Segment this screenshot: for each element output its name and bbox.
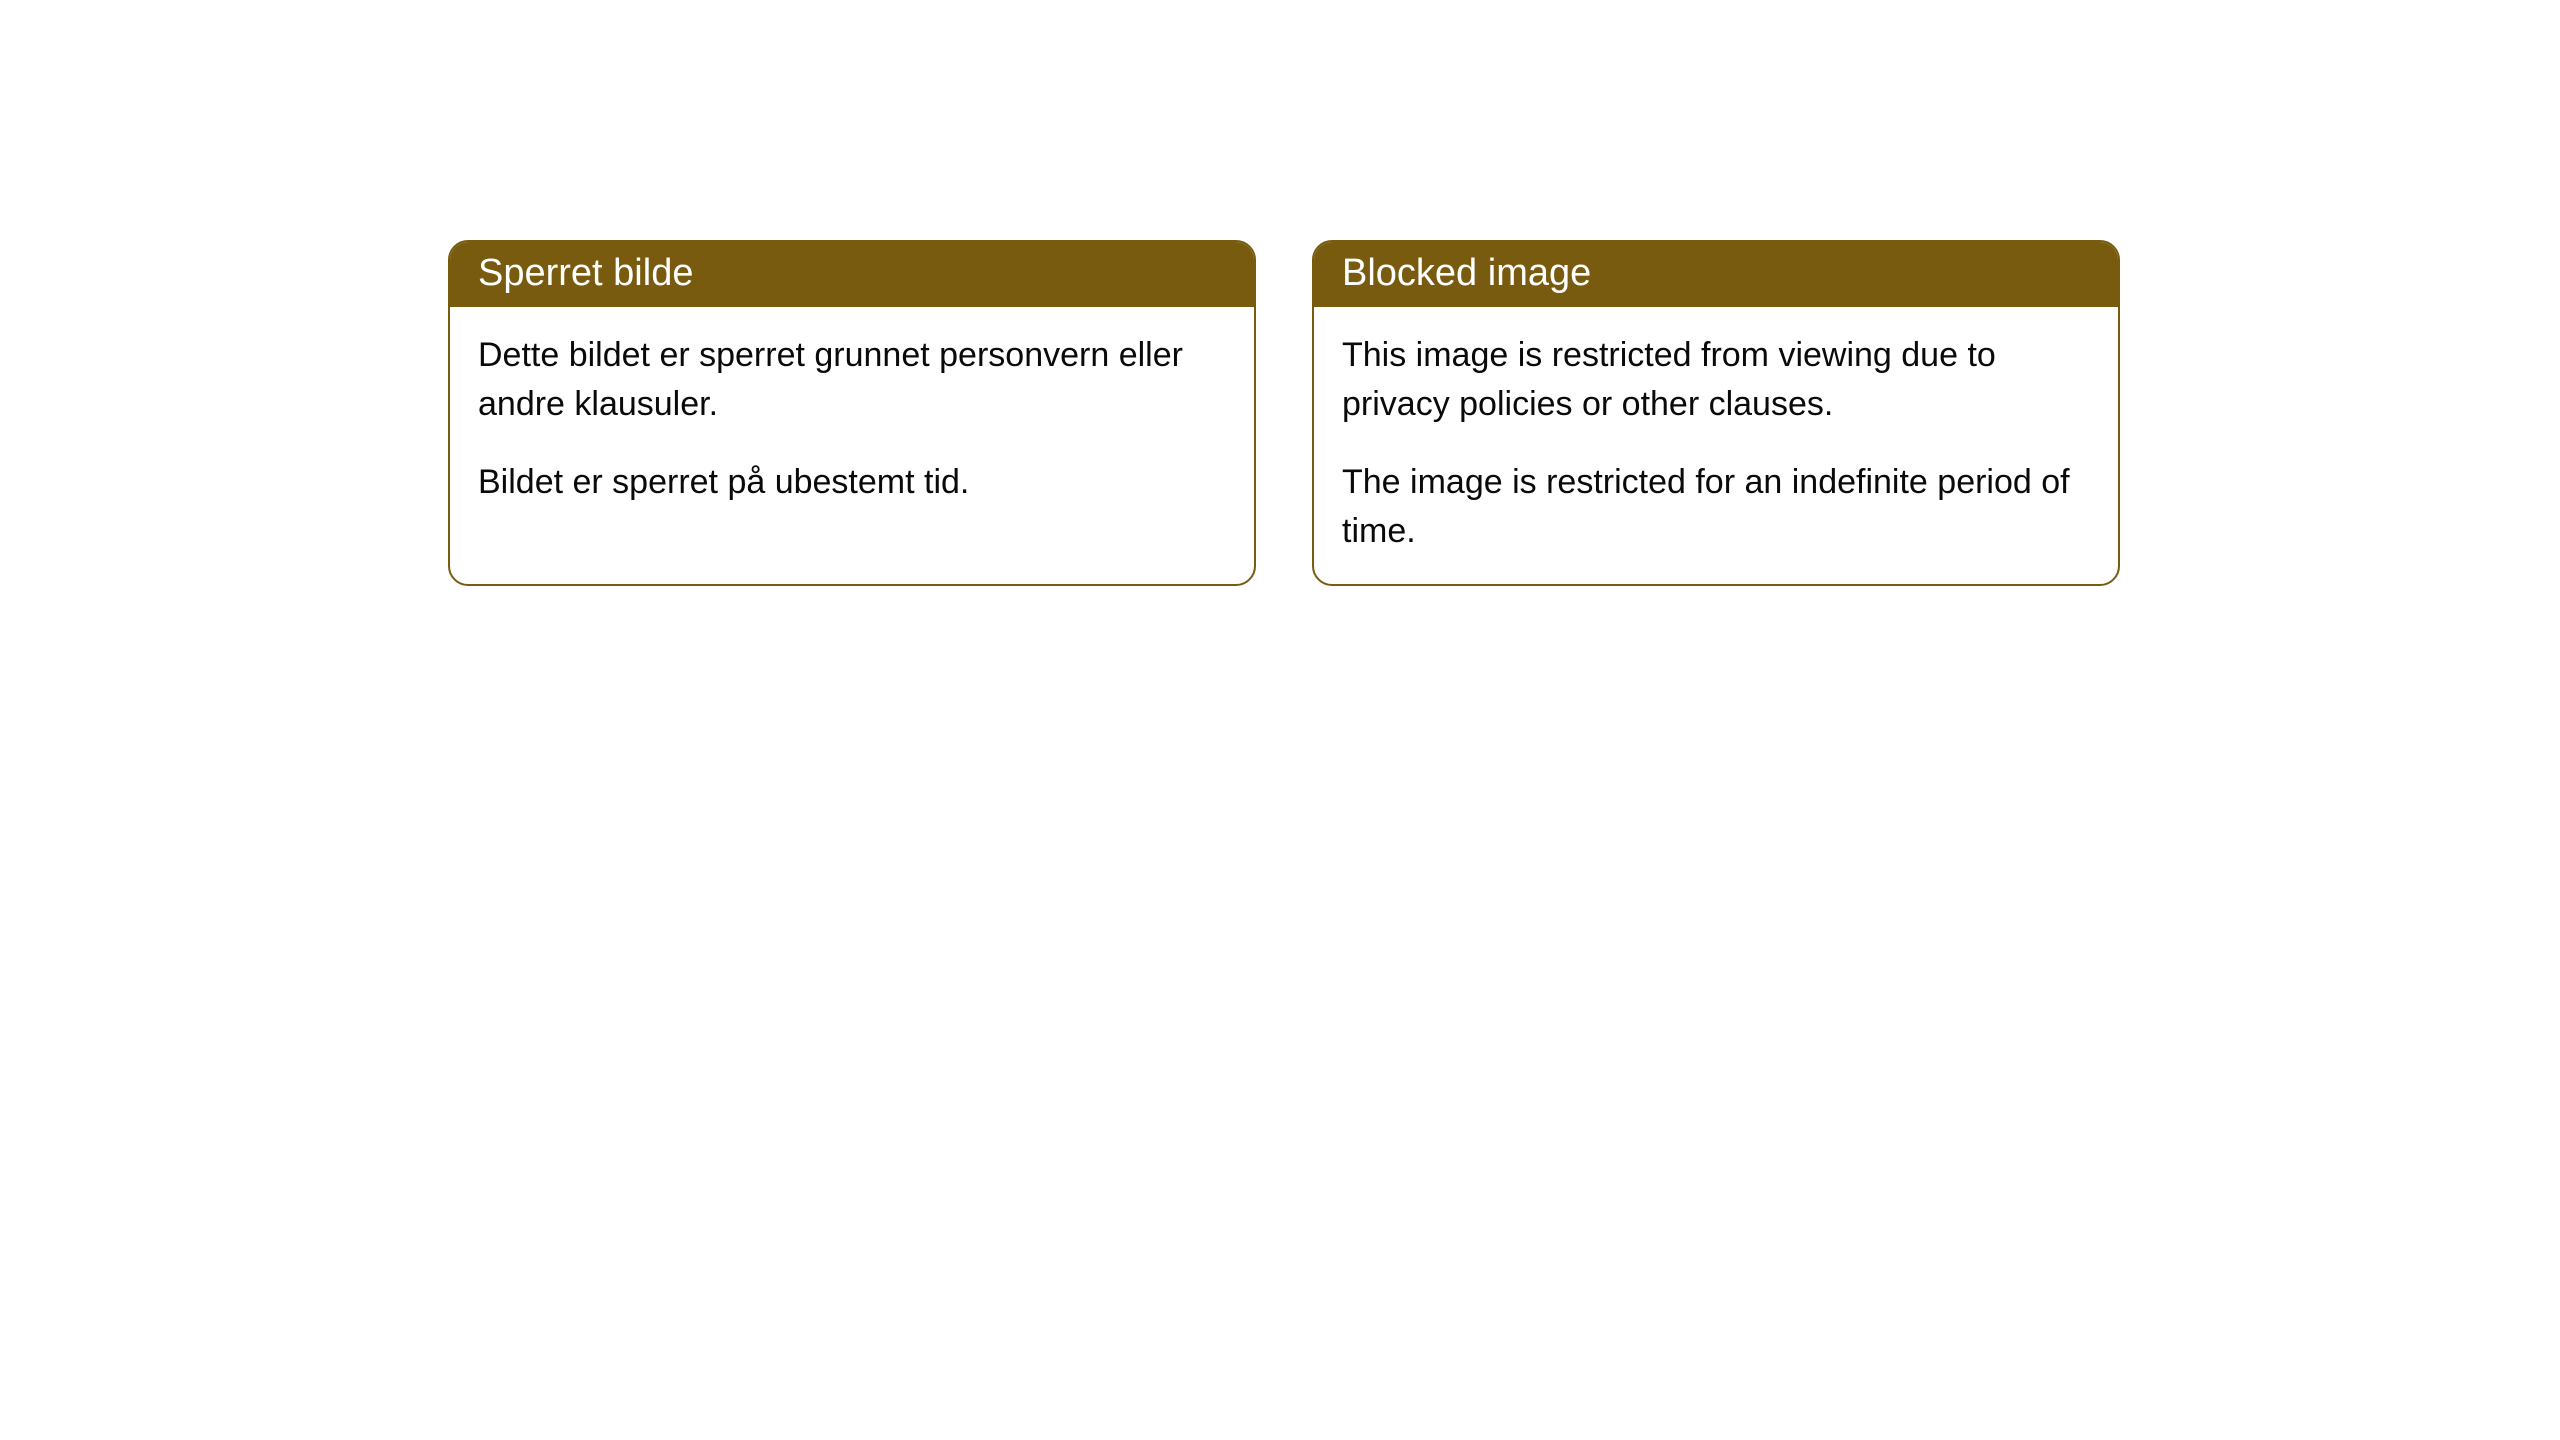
card-body: Dette bildet er sperret grunnet personve… bbox=[450, 307, 1254, 535]
card-paragraph: This image is restricted from viewing du… bbox=[1342, 331, 2090, 430]
notice-cards-container: Sperret bilde Dette bildet er sperret gr… bbox=[448, 240, 2560, 586]
card-body: This image is restricted from viewing du… bbox=[1314, 307, 2118, 584]
notice-card-norwegian: Sperret bilde Dette bildet er sperret gr… bbox=[448, 240, 1256, 586]
card-title: Sperret bilde bbox=[478, 252, 693, 294]
card-title: Blocked image bbox=[1342, 252, 1591, 294]
card-header: Sperret bilde bbox=[450, 242, 1254, 307]
card-header: Blocked image bbox=[1314, 242, 2118, 307]
card-paragraph: The image is restricted for an indefinit… bbox=[1342, 458, 2090, 557]
card-paragraph: Bildet er sperret på ubestemt tid. bbox=[478, 458, 1226, 507]
notice-card-english: Blocked image This image is restricted f… bbox=[1312, 240, 2120, 586]
card-paragraph: Dette bildet er sperret grunnet personve… bbox=[478, 331, 1226, 430]
